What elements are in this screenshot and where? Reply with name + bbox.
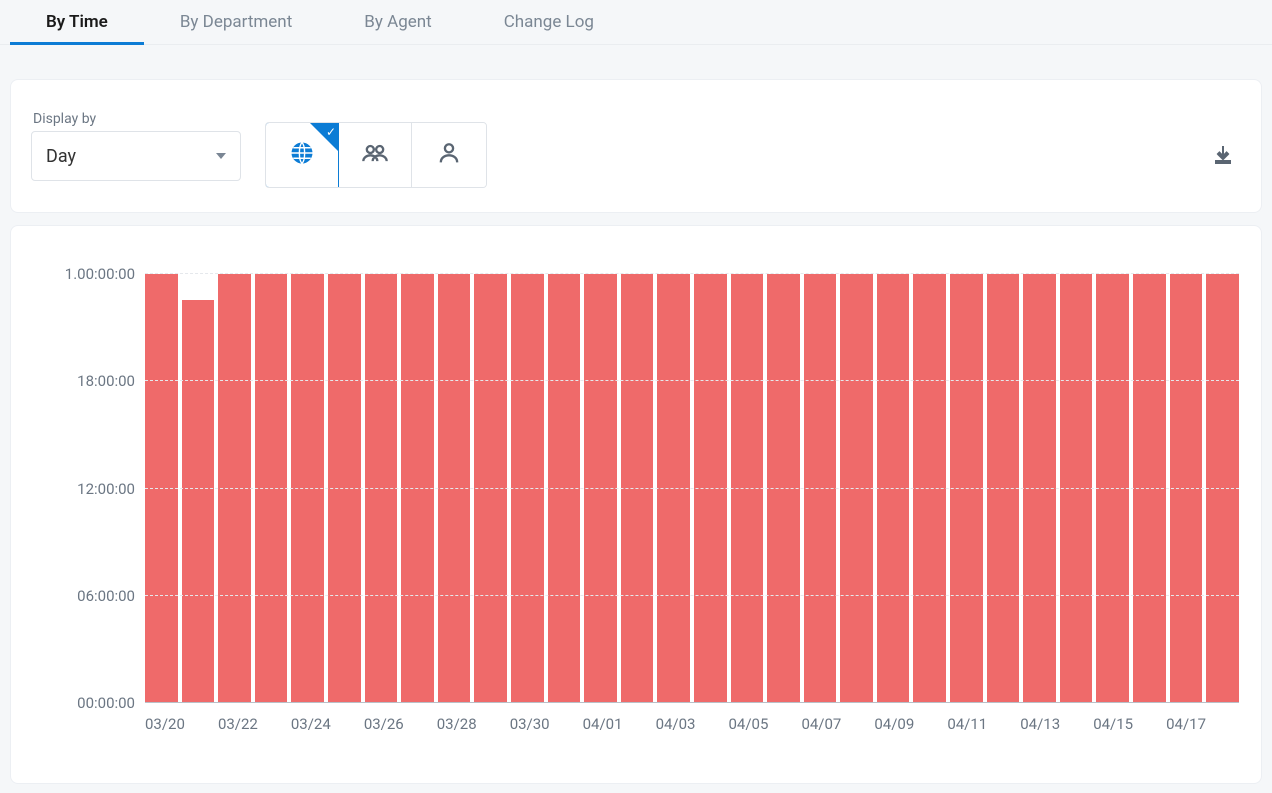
- view-mode-buttons: ✓: [265, 122, 487, 188]
- tab-by-department[interactable]: By Department: [144, 0, 328, 44]
- chart-y-tick-label: 00:00:00: [77, 694, 135, 712]
- chart-x-tick-label: 03/22: [218, 715, 258, 747]
- chart-card: 1.00:00:00 18:00:00 12:00:00 06:00:00 00:00:…: [10, 225, 1262, 784]
- chart-bar[interactable]: [328, 274, 361, 703]
- chart-bar[interactable]: [182, 300, 215, 703]
- chart-x-tick-label: 04/17: [1166, 715, 1206, 747]
- chart-x-tick-label: [1060, 715, 1093, 747]
- chart-x-tick-label: [768, 715, 801, 747]
- chart-x-tick-label: 03/28: [437, 715, 477, 747]
- view-button-person[interactable]: [412, 123, 486, 187]
- display-by-label: Display by: [33, 111, 241, 127]
- chart-x-tick-label: 04/07: [801, 715, 841, 747]
- chart-bar[interactable]: [1206, 274, 1239, 703]
- chart-bar[interactable]: [218, 274, 251, 703]
- tab-by-time[interactable]: By Time: [10, 0, 144, 44]
- chart-bar[interactable]: [255, 274, 288, 703]
- chart-bar[interactable]: [877, 274, 910, 703]
- chart-x-tick-label: [185, 715, 218, 747]
- chart-bar[interactable]: [840, 274, 873, 703]
- chart-x-tick-label: [987, 715, 1020, 747]
- tab-change-log[interactable]: Change Log: [468, 0, 630, 44]
- chart-bar[interactable]: [913, 274, 946, 703]
- view-button-people[interactable]: [338, 123, 412, 187]
- chevron-down-icon: [216, 153, 226, 159]
- chart-x-tick-label: [331, 715, 364, 747]
- chart-bar[interactable]: [950, 274, 983, 703]
- chart-y-tick-label: 12:00:00: [77, 480, 135, 498]
- chart-x-tick-label: 04/05: [729, 715, 769, 747]
- display-by-control: Display by Day: [31, 111, 241, 181]
- chart-bar[interactable]: [987, 274, 1020, 703]
- chart-plot-area: 1.00:00:00 18:00:00 12:00:00 06:00:00 00:00:…: [145, 274, 1239, 703]
- chart-gridline: 18:00:00: [145, 380, 1239, 381]
- chart-bar[interactable]: [621, 274, 654, 703]
- chart-bar[interactable]: [804, 274, 837, 703]
- chart-x-tick-label: [258, 715, 291, 747]
- chart-bar[interactable]: [584, 274, 617, 703]
- download-icon: [1211, 143, 1235, 167]
- chart-gridline: 00:00:00: [145, 702, 1239, 703]
- chart-x-tick-label: 04/09: [874, 715, 914, 747]
- chart-bar[interactable]: [548, 274, 581, 703]
- chart-x-tick-label: 03/24: [291, 715, 331, 747]
- display-by-select[interactable]: Day: [31, 131, 241, 181]
- people-icon: [361, 139, 389, 171]
- chart-gridline: 06:00:00: [145, 595, 1239, 596]
- chart-bar[interactable]: [731, 274, 764, 703]
- chart-x-tick-label: [623, 715, 656, 747]
- chart-x-tick-label: [1133, 715, 1166, 747]
- chart: 1.00:00:00 18:00:00 12:00:00 06:00:00 00:00:…: [33, 274, 1239, 759]
- chart-bar[interactable]: [474, 274, 507, 703]
- chart-x-tick-label: 04/11: [947, 715, 987, 747]
- download-button[interactable]: [1205, 137, 1241, 173]
- chart-bar[interactable]: [145, 274, 178, 703]
- chart-bar[interactable]: [365, 274, 398, 703]
- chart-x-tick-label: 03/26: [364, 715, 404, 747]
- chart-x-tick-label: 03/20: [145, 715, 185, 747]
- chart-y-tick-label: 18:00:00: [77, 372, 135, 390]
- chart-y-tick-label: 1.00:00:00: [65, 265, 135, 283]
- chart-x-axis: 03/20 03/22 03/24 03/26 03/28 03/30 04/0…: [145, 715, 1239, 747]
- view-button-globe[interactable]: ✓: [265, 122, 339, 188]
- chart-x-tick-label: 04/13: [1020, 715, 1060, 747]
- chart-x-tick-label: [841, 715, 874, 747]
- chart-gridline: 1.00:00:00: [145, 273, 1239, 274]
- chart-x-tick-label: 03/30: [510, 715, 550, 747]
- chart-bar[interactable]: [694, 274, 727, 703]
- chart-bar[interactable]: [1133, 274, 1166, 703]
- tab-by-agent[interactable]: By Agent: [328, 0, 467, 44]
- chart-x-tick-label: 04/03: [656, 715, 696, 747]
- person-icon: [435, 139, 463, 171]
- chart-bar[interactable]: [767, 274, 800, 703]
- tab-bar: By TimeBy DepartmentBy AgentChange Log: [0, 0, 1272, 45]
- chart-bar[interactable]: [1060, 274, 1093, 703]
- chart-bars: [145, 274, 1239, 703]
- chart-x-tick-label: [550, 715, 583, 747]
- chart-bar[interactable]: [1170, 274, 1203, 703]
- display-by-value: Day: [46, 146, 76, 167]
- chart-bar[interactable]: [401, 274, 434, 703]
- chart-bar[interactable]: [511, 274, 544, 703]
- chart-x-tick-label: [404, 715, 437, 747]
- chart-x-tick-label: [914, 715, 947, 747]
- chart-bar[interactable]: [1096, 274, 1129, 703]
- chart-x-tick-label: [1206, 715, 1239, 747]
- chart-gridline: 12:00:00: [145, 488, 1239, 489]
- chart-bar[interactable]: [657, 274, 690, 703]
- toolbar-card: Display by Day ✓: [10, 79, 1262, 213]
- chart-x-tick-label: 04/01: [583, 715, 623, 747]
- chart-bar[interactable]: [291, 274, 324, 703]
- chart-bar[interactable]: [438, 274, 471, 703]
- chart-x-tick-label: 04/15: [1093, 715, 1133, 747]
- chart-y-tick-label: 06:00:00: [77, 587, 135, 605]
- chart-x-tick-label: [477, 715, 510, 747]
- chart-bar[interactable]: [1023, 274, 1056, 703]
- check-icon: ✓: [326, 125, 336, 139]
- chart-x-tick-label: [695, 715, 728, 747]
